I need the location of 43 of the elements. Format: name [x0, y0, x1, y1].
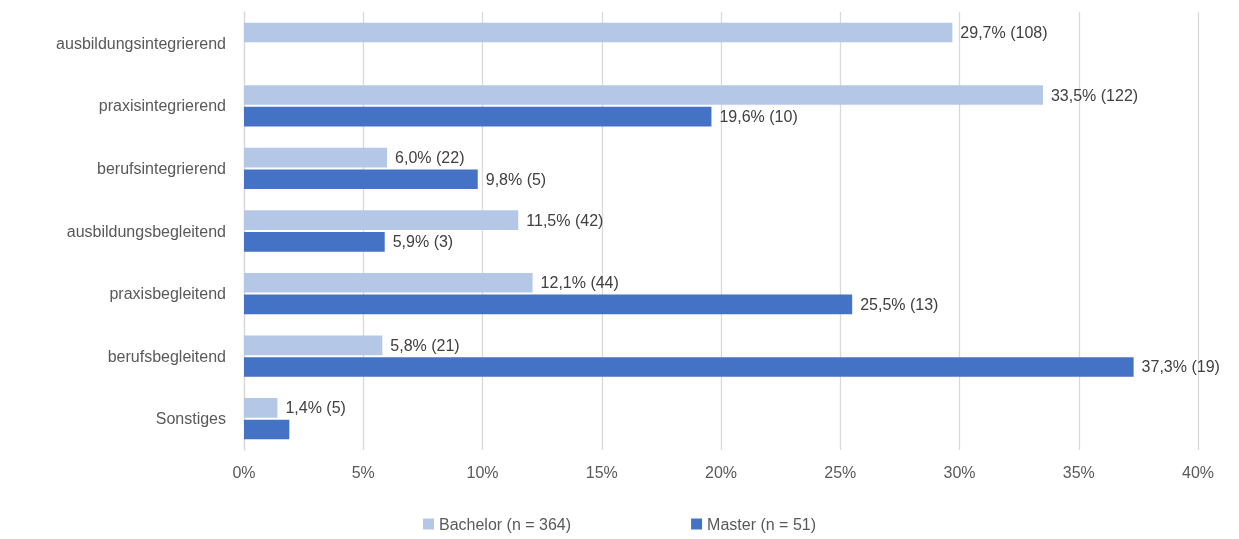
bar [244, 169, 478, 190]
bar [244, 335, 383, 356]
x-tick-label: 10% [466, 463, 499, 481]
data-label: 6,0% (22) [395, 149, 465, 167]
bar [244, 419, 290, 440]
x-tick-label: 15% [585, 463, 618, 481]
bar [244, 357, 1134, 377]
data-label: 11,5% (42) [526, 211, 604, 229]
x-tick-label: 35% [1062, 463, 1095, 481]
data-label: 29,7% (108) [960, 23, 1048, 41]
data-label: 5,8% (21) [390, 336, 460, 354]
x-tick-label: 0% [232, 463, 256, 481]
x-tick-label: 20% [704, 463, 738, 481]
x-tick-label: 30% [943, 463, 976, 481]
bar [244, 106, 712, 127]
data-label: 5,9% (3) [392, 233, 454, 251]
legend-label: Master (n = 51) [707, 515, 817, 533]
bar [244, 210, 519, 231]
data-label: 37,3% (19) [1141, 358, 1220, 376]
bar [244, 85, 1043, 105]
bar [244, 147, 388, 168]
bar [244, 272, 533, 293]
bar [244, 294, 853, 315]
data-label: 12,1% (44) [540, 274, 619, 292]
data-label: 33,5% (122) [1050, 86, 1139, 104]
y-tick-label: praxisintegrierend [98, 97, 226, 115]
data-label: 19,6% (10) [719, 108, 798, 126]
y-tick-label: praxisbegleitend [109, 285, 226, 303]
y-tick-label: berufsbegleitend [107, 347, 226, 365]
bar [244, 231, 385, 252]
data-label: 9,8% (5) [485, 170, 547, 188]
legend-label: Bachelor (n = 364) [439, 515, 572, 533]
bar [244, 398, 278, 418]
y-tick-label: ausbildungsbegleitend [66, 222, 226, 240]
y-tick-label: ausbildungsintegrierend [56, 34, 226, 52]
x-tick-label: 40% [1181, 463, 1215, 481]
data-label: 25,5% (13) [860, 295, 939, 313]
x-tick-label: 5% [351, 463, 375, 481]
bar [244, 22, 953, 43]
y-tick-label: Sonstiges [155, 410, 226, 428]
data-label: 1,4% (5) [285, 399, 346, 417]
y-tick-label: berufsintegrierend [97, 159, 226, 177]
x-tick-label: 25% [824, 463, 857, 481]
